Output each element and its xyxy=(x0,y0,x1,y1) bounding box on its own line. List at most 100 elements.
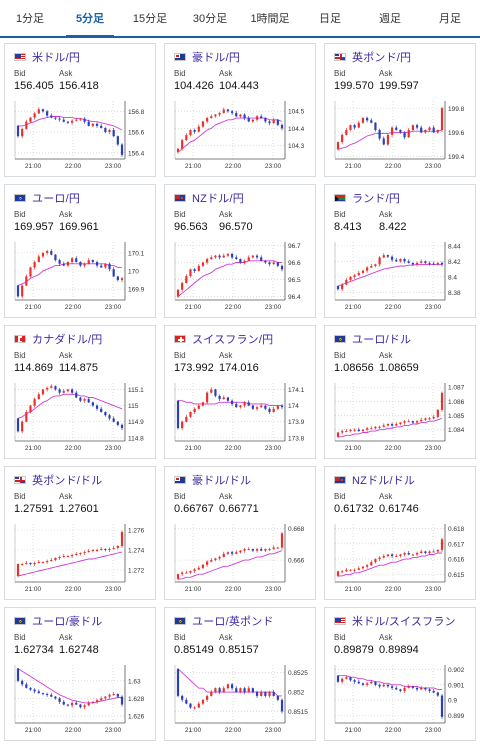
x-tick-label: 22:00 xyxy=(225,445,242,452)
quote-labels: Bid Ask xyxy=(334,633,467,643)
card-header: ユーロ/豪ドル xyxy=(14,614,147,628)
candle-body xyxy=(268,692,271,696)
au-flag-icon xyxy=(174,476,186,484)
candle-body xyxy=(33,689,36,692)
currency-card[interactable]: 豪ドル/ドル Bid Ask 0.66767 0.66771 0.668 0.666 21:0… xyxy=(164,466,316,600)
pair-name[interactable]: ユーロ/英ポンド xyxy=(192,616,274,628)
candle-body xyxy=(189,412,192,417)
candle-body xyxy=(100,408,103,412)
pair-name[interactable]: ユーロ/豪ドル xyxy=(32,616,103,628)
nz-flag-icon xyxy=(174,194,186,202)
candle-body xyxy=(276,119,279,125)
currency-card[interactable]: NZドル/ドル Bid Ask 0.61732 0.61746 0.618 0.617 0.6… xyxy=(324,466,476,600)
pair-name[interactable]: スイスフラン/円 xyxy=(192,334,274,346)
pair-name[interactable]: ユーロ/ドル xyxy=(352,334,412,346)
candle-body xyxy=(193,269,196,271)
pair-name[interactable]: 豪ドル/ドル xyxy=(192,475,252,487)
tab-3[interactable]: 30分足 xyxy=(192,13,228,25)
pair-name[interactable]: 英ポンド/円 xyxy=(352,52,412,64)
currency-card[interactable]: 英ポンド/円 Bid Ask 199.570 199.597 199.8 199.6 199.… xyxy=(324,43,476,177)
candle-body xyxy=(341,678,344,682)
candle-body xyxy=(399,689,402,691)
currency-card[interactable]: NZドル/円 Bid Ask 96.563 96.570 96.7 96.6 96.5 96.4… xyxy=(164,184,316,318)
candle-body xyxy=(268,262,271,265)
candle-body xyxy=(440,695,444,717)
y-tick-label: 8.44 xyxy=(448,243,461,250)
y-tick-label: 1.087 xyxy=(448,385,465,392)
tab-2[interactable]: 15分足 xyxy=(132,13,168,25)
candle-body xyxy=(366,683,369,685)
candle-body xyxy=(280,124,284,129)
candle-body xyxy=(58,389,61,393)
currency-card[interactable]: ユーロ/円 Bid Ask 169.957 169.961 170.1 170 169.9 21… xyxy=(4,184,156,318)
bid-label: Bid xyxy=(14,351,26,360)
tab-5[interactable]: 日足 xyxy=(319,13,341,25)
pair-name[interactable]: 米ドル/円 xyxy=(32,52,81,64)
candle-body xyxy=(201,699,205,704)
timeframe-tabs: 1分足 5分足 15分足 30分足 1時間足 日足 週足 月足 xyxy=(0,0,480,38)
pair-name[interactable]: 英ポンド/ドル xyxy=(32,475,103,487)
candle-body xyxy=(247,118,250,122)
candle-body xyxy=(33,261,36,268)
candle-body xyxy=(378,684,381,687)
pair-name[interactable]: NZドル/円 xyxy=(192,193,244,205)
quote-values: 104.426 104.443 xyxy=(174,80,307,94)
y-tick-label: 8.42 xyxy=(448,259,461,266)
currency-card[interactable]: 米ドル/円 Bid Ask 156.405 156.418 156.8 156.6 156.4… xyxy=(4,43,156,177)
candle-body xyxy=(189,703,192,708)
currency-card[interactable]: ユーロ/ドル Bid Ask 1.08656 1.08659 1.087 1.086 1.08… xyxy=(324,325,476,459)
nz-flag-icon xyxy=(334,476,346,484)
pair-name[interactable]: カナダドル/円 xyxy=(32,334,103,346)
moving-average-line xyxy=(338,417,443,438)
currency-card[interactable]: ユーロ/豪ドル Bid Ask 1.62734 1.62748 1.63 1.628 1.62… xyxy=(4,607,156,741)
candle-body xyxy=(366,428,369,430)
currency-card[interactable]: カナダドル/円 Bid Ask 114.869 114.875 115.1 115 114.9… xyxy=(4,325,156,459)
tab-6[interactable]: 週足 xyxy=(379,13,401,25)
currency-card[interactable]: 米ドル/スイスフラン Bid Ask 0.89879 0.89894 0.902 0.901… xyxy=(324,607,476,741)
pair-name[interactable]: NZドル/ドル xyxy=(352,475,416,487)
candle-body xyxy=(185,276,188,283)
candle-body xyxy=(70,258,74,262)
price-chart: 115.1 115 114.9 114.8 21:00 22:00 23:00 xyxy=(5,375,155,459)
candle-body xyxy=(54,696,57,699)
quote-values: 8.413 8.422 xyxy=(334,221,467,235)
candle-body xyxy=(185,572,188,574)
candle-body xyxy=(75,702,78,705)
currency-card[interactable]: ランド/円 Bid Ask 8.413 8.422 8.44 8.42 8.4 8.38 21:0… xyxy=(324,184,476,318)
candle-body xyxy=(210,389,213,393)
currency-card[interactable]: スイスフラン/円 Bid Ask 173.992 174.016 174.1 174 173.… xyxy=(164,325,316,459)
moving-average-line xyxy=(177,260,282,297)
tab-0[interactable]: 1分足 xyxy=(15,13,45,25)
candle-body xyxy=(230,552,234,554)
pair-name[interactable]: ユーロ/円 xyxy=(32,193,81,205)
eu-flag-icon xyxy=(174,617,186,625)
tab-4[interactable]: 1時間足 xyxy=(250,13,290,25)
price-chart: 156.8 156.6 156.4 21:00 22:00 23:00 xyxy=(5,93,155,177)
candle-body xyxy=(91,260,94,262)
bid-value: 199.570 xyxy=(334,80,374,92)
currency-card[interactable]: 豪ドル/円 Bid Ask 104.426 104.443 104.5 104.4 104.3… xyxy=(164,43,316,177)
quote-labels: Bid Ask xyxy=(334,210,467,220)
ask-value: 0.66771 xyxy=(219,503,259,515)
pair-name[interactable]: ランド/円 xyxy=(352,193,401,205)
currency-card[interactable]: ユーロ/英ポンド Bid Ask 0.85149 0.85157 0.8525 0.852 0… xyxy=(164,607,316,741)
tab-1[interactable]: 5分足 xyxy=(60,0,120,38)
candle-body xyxy=(268,549,271,551)
pair-name[interactable]: 豪ドル/円 xyxy=(192,52,241,64)
quote-values: 156.405 156.418 xyxy=(14,80,147,94)
candle-body xyxy=(390,686,394,688)
candle-body xyxy=(353,569,356,571)
candle-body xyxy=(41,562,45,563)
price-chart: 199.8 199.6 199.4 21:00 22:00 23:00 xyxy=(325,93,475,177)
bid-label: Bid xyxy=(14,69,26,78)
currency-card[interactable]: 英ポンド/ドル Bid Ask 1.27591 1.27601 1.276 1.274 1.2… xyxy=(4,466,156,600)
candle-body xyxy=(16,285,20,297)
tab-7[interactable]: 月足 xyxy=(439,13,461,25)
ask-label: Ask xyxy=(379,633,393,642)
candle-body xyxy=(280,265,284,270)
candle-body xyxy=(403,259,406,262)
candle-body xyxy=(79,261,82,266)
pair-name[interactable]: 米ドル/スイスフラン xyxy=(352,616,456,628)
candle-body xyxy=(336,571,340,576)
candle-body xyxy=(87,121,90,126)
